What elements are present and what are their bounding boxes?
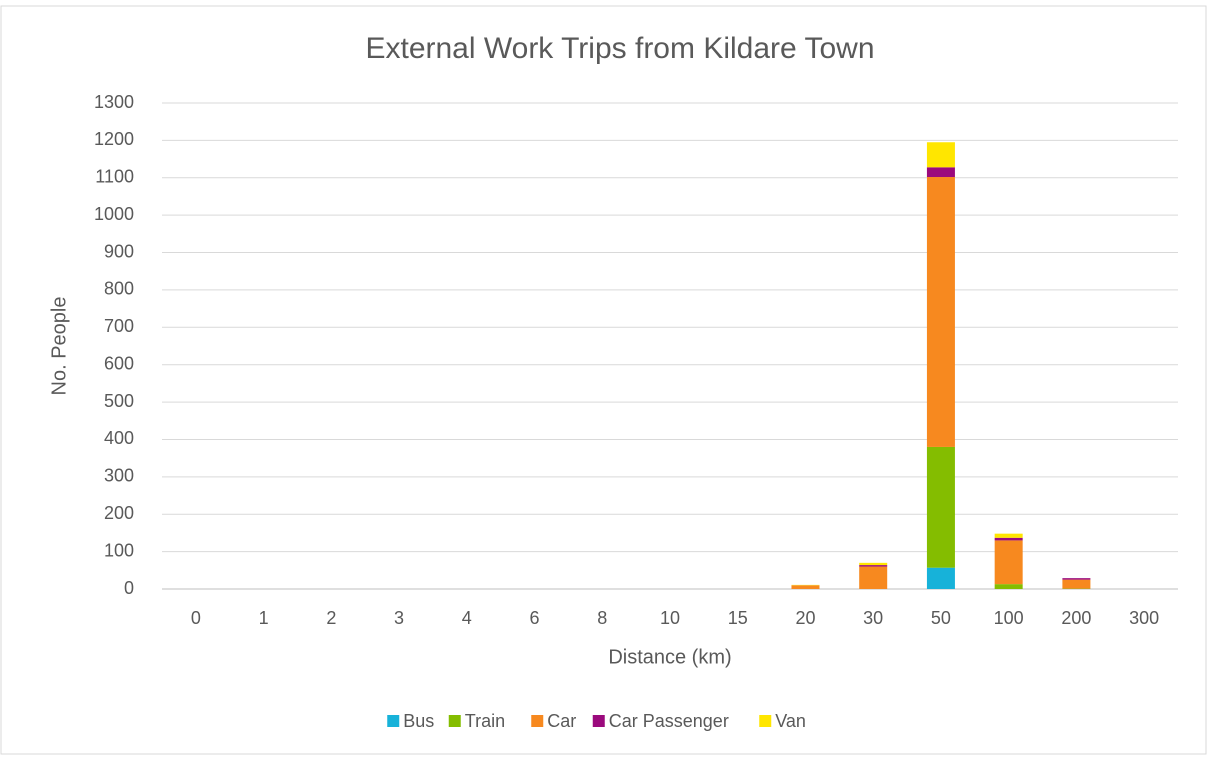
x-tick-label: 4 [462, 608, 472, 628]
y-tick-label: 1200 [94, 129, 134, 149]
bar-segment [927, 447, 955, 568]
bar-segment [995, 540, 1023, 584]
x-tick-label: 15 [728, 608, 748, 628]
legend-label: Van [775, 711, 806, 731]
legend-swatch [449, 715, 461, 727]
legend-label: Car Passenger [609, 711, 729, 731]
x-tick-label: 100 [994, 608, 1024, 628]
y-tick-label: 900 [104, 241, 134, 261]
y-tick-label: 1300 [94, 92, 134, 112]
chart-border [1, 6, 1206, 754]
bar-segment [791, 585, 819, 589]
y-tick-label: 400 [104, 428, 134, 448]
bar-segment [1062, 580, 1090, 589]
y-tick-label: 600 [104, 353, 134, 373]
y-tick-label: 800 [104, 279, 134, 299]
y-tick-label: 700 [104, 316, 134, 336]
y-tick-label: 1100 [95, 167, 134, 187]
bar-segment [859, 563, 887, 565]
bar-segment [859, 567, 887, 589]
x-tick-label: 1 [259, 608, 269, 628]
bar-segment [1062, 578, 1090, 579]
y-tick-label: 200 [104, 503, 134, 523]
y-axis-label: No. People [48, 297, 70, 396]
y-tick-label: 100 [104, 540, 134, 560]
legend-label: Car [547, 711, 576, 731]
legend-label: Train [465, 711, 505, 731]
x-axis-label: Distance (km) [608, 646, 731, 668]
legend-swatch [759, 715, 771, 727]
legend-swatch [387, 715, 399, 727]
x-tick-label: 8 [597, 608, 607, 628]
x-tick-label: 2 [326, 608, 336, 628]
bar-segment [927, 177, 955, 447]
x-tick-label: 300 [1129, 608, 1159, 628]
y-tick-label: 1000 [94, 204, 134, 224]
bar-segment [995, 534, 1023, 538]
x-tick-label: 0 [191, 608, 201, 628]
bar-segment [995, 584, 1023, 589]
x-tick-label: 6 [530, 608, 540, 628]
y-tick-label: 500 [104, 391, 134, 411]
bar-segment [859, 565, 887, 566]
y-tick-label: 300 [104, 466, 134, 486]
legend-swatch [531, 715, 543, 727]
y-tick-label: 0 [124, 578, 134, 598]
bar-segment [995, 538, 1023, 541]
x-tick-label: 10 [660, 608, 680, 628]
chart-title: External Work Trips from Kildare Town [365, 32, 874, 65]
x-tick-label: 50 [931, 608, 951, 628]
bar-segment [927, 142, 955, 167]
x-tick-label: 20 [795, 608, 815, 628]
bar-segment [927, 568, 955, 589]
x-tick-label: 30 [863, 608, 883, 628]
x-tick-label: 200 [1061, 608, 1091, 628]
x-tick-label: 3 [394, 608, 404, 628]
legend-swatch [593, 715, 605, 727]
bar-segment [927, 167, 955, 177]
legend-label: Bus [403, 711, 434, 731]
